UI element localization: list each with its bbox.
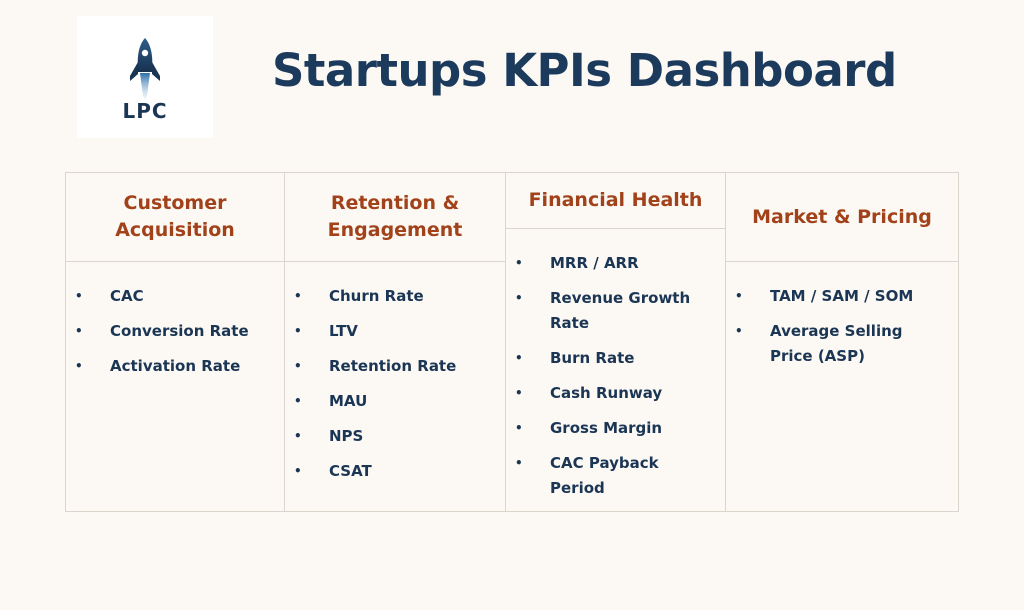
kpi-item: Average Selling Price (ASP) (734, 319, 950, 369)
column-customer-acquisition: Customer Acquisition CAC Conversion Rate A… (65, 172, 285, 512)
kpi-item: Burn Rate (514, 346, 717, 371)
kpi-item: Retention Rate (293, 354, 497, 379)
kpi-item: Gross Margin (514, 416, 717, 441)
kpi-item: Cash Runway (514, 381, 717, 406)
column-heading: Customer Acquisition (66, 173, 284, 262)
logo-text: LPC (122, 99, 168, 123)
kpi-item: Conversion Rate (74, 319, 276, 344)
column-heading: Financial Health (506, 173, 725, 229)
column-retention-engagement: Retention & Engagement Churn Rate LTV Rete… (285, 172, 506, 512)
column-financial-health: Financial Health MRR / ARR Revenue Growth… (506, 172, 726, 512)
kpi-item: MRR / ARR (514, 251, 717, 276)
kpi-list: TAM / SAM / SOM Average Selling Price (AS… (734, 284, 950, 369)
kpi-item: Churn Rate (293, 284, 497, 309)
column-market-pricing: Market & Pricing TAM / SAM / SOM Average … (726, 172, 959, 512)
kpi-item: TAM / SAM / SOM (734, 284, 950, 309)
kpi-list: Churn Rate LTV Retention Rate MAU NPS CSAT (293, 284, 497, 484)
kpi-item: Activation Rate (74, 354, 276, 379)
column-heading: Retention & Engagement (285, 173, 505, 262)
kpi-item: CAC (74, 284, 276, 309)
kpi-item: NPS (293, 424, 497, 449)
kpi-item: CAC Payback Period (514, 451, 717, 501)
kpi-item: MAU (293, 389, 497, 414)
kpi-item: Revenue Growth Rate (514, 286, 717, 336)
kpi-item: CSAT (293, 459, 497, 484)
column-heading: Market & Pricing (726, 173, 958, 262)
kpi-item: LTV (293, 319, 497, 344)
page-title: Startups KPIs Dashboard (272, 44, 897, 97)
rocket-icon (130, 38, 160, 100)
logo: LPC (77, 16, 213, 138)
kpi-list: MRR / ARR Revenue Growth Rate Burn Rate Cas… (514, 251, 717, 501)
kpi-table: Customer Acquisition CAC Conversion Rate A… (65, 172, 959, 512)
kpi-list: CAC Conversion Rate Activation Rate (74, 284, 276, 379)
